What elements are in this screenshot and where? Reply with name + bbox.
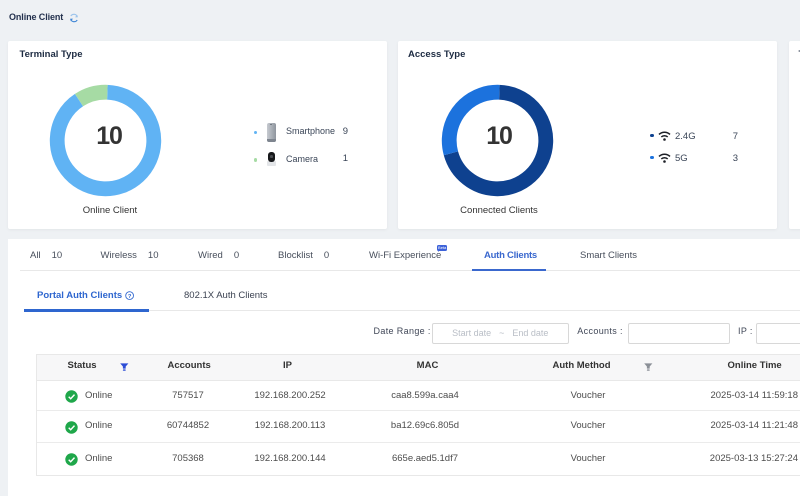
svg-text:?: ? bbox=[127, 294, 131, 300]
